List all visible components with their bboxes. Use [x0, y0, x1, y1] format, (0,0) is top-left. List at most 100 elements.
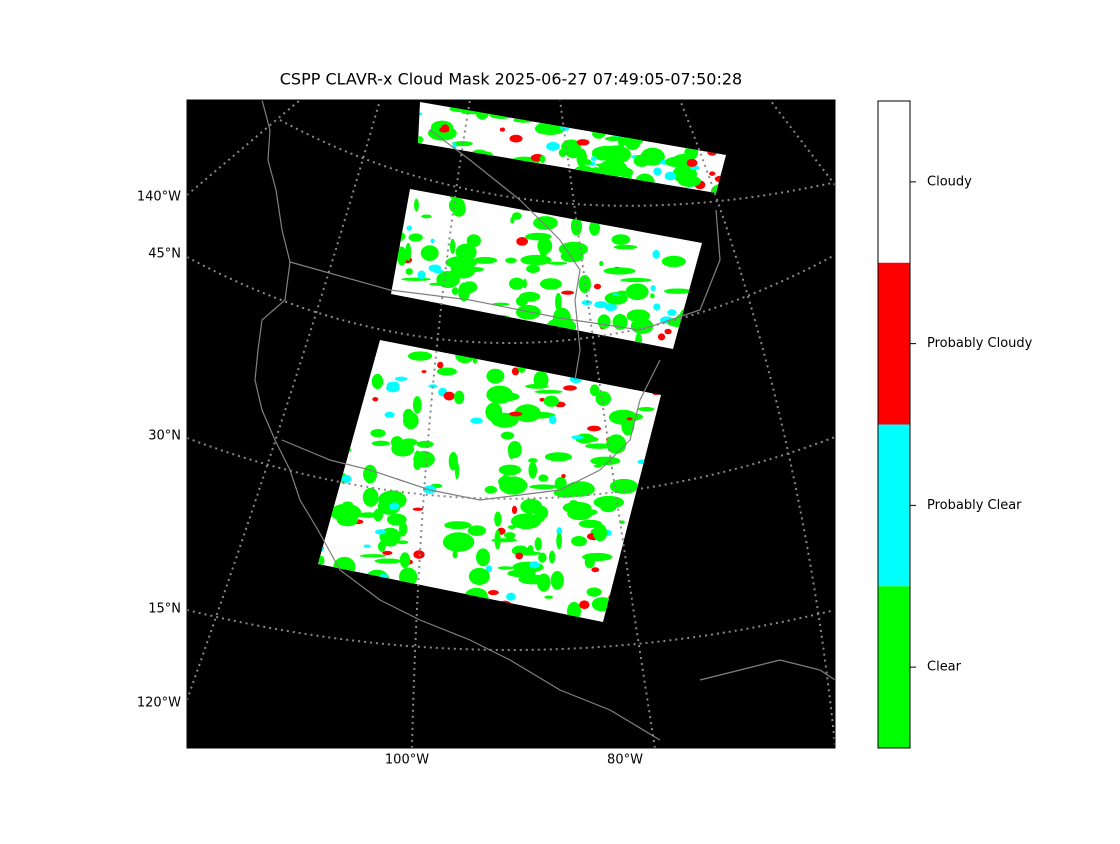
- cloud-pixel: [604, 136, 622, 142]
- cloud-pixel: [448, 395, 454, 399]
- cloud-pixel: [443, 391, 455, 401]
- cloud-pixel: [437, 361, 444, 369]
- cloud-pixel: [515, 552, 524, 560]
- cloud-pixel: [451, 287, 459, 295]
- cloud-pixel: [399, 552, 411, 568]
- cloud-pixel: [539, 397, 545, 402]
- cloud-pixel: [528, 458, 538, 463]
- cloud-pixel: [556, 527, 563, 536]
- cloud-pixel: [417, 270, 426, 280]
- cloud-pixel: [506, 592, 516, 601]
- cloud-pixel: [418, 136, 424, 144]
- colorbar-segment: [878, 262, 910, 425]
- swath: [391, 189, 702, 349]
- cloud-pixel: [441, 124, 450, 132]
- cloud-pixel: [498, 464, 522, 476]
- cloud-pixel: [514, 404, 541, 423]
- title: CSPP CLAVR-x Cloud Mask 2025-06-27 07:49…: [280, 70, 742, 89]
- cloud-pixel: [569, 500, 578, 504]
- cloud-pixel: [430, 238, 435, 244]
- cloud-pixel: [488, 391, 520, 402]
- cloud-pixel: [509, 134, 523, 143]
- cloud-pixel: [657, 333, 666, 341]
- cloud-pixel: [561, 290, 575, 295]
- cloud-pixel: [408, 233, 423, 242]
- cloud-pixel: [599, 261, 604, 267]
- cloud-pixel: [374, 558, 402, 564]
- cloud-pixel: [591, 147, 614, 161]
- cloud-pixel: [429, 282, 451, 286]
- cloud-pixel: [497, 566, 514, 570]
- cloud-pixel: [552, 307, 571, 328]
- cloud-pixel: [406, 225, 413, 231]
- cloud-pixel: [563, 142, 568, 155]
- cloud-pixel: [382, 550, 393, 556]
- cloud-pixel: [538, 552, 547, 563]
- cloud-pixel: [595, 391, 612, 407]
- colorbar-segment: [878, 101, 910, 263]
- cloud-pixel: [544, 595, 554, 599]
- cloud-pixel: [664, 328, 672, 335]
- cloud-pixel: [637, 406, 655, 412]
- cloud-pixel: [625, 283, 649, 301]
- colorbar-segment: [878, 586, 910, 748]
- cloud-pixel: [556, 532, 563, 550]
- cloud-pixel: [416, 440, 434, 448]
- cloud-pixel: [509, 411, 523, 417]
- cloud-pixel: [405, 242, 412, 261]
- cloud-pixel: [538, 474, 549, 482]
- cloud-pixel: [544, 452, 573, 462]
- cloud-pixel: [486, 368, 505, 384]
- cloud-pixel: [626, 309, 651, 323]
- colorbar-label: Probably Cloudy: [927, 336, 1033, 351]
- cloud-pixel: [529, 484, 559, 490]
- cloud-pixel: [525, 232, 552, 241]
- cloud-pixel: [595, 163, 619, 167]
- cloud-pixel: [428, 264, 442, 272]
- cloud-pixel: [468, 567, 490, 586]
- cloud-pixel: [503, 532, 516, 539]
- cloud-pixel: [593, 523, 608, 542]
- cloud-pixel: [565, 144, 582, 159]
- cloud-pixel: [403, 411, 419, 430]
- cloud-pixel: [390, 436, 404, 449]
- swath: [318, 340, 661, 622]
- cloud-pixel: [371, 373, 384, 390]
- graticule-label: 45°N: [148, 247, 181, 262]
- cloud-pixel: [663, 288, 692, 294]
- graticule-label: 30°N: [148, 429, 181, 444]
- cloud-pixel: [407, 351, 433, 361]
- cloud-pixel: [371, 440, 390, 447]
- cloud-pixel: [449, 238, 456, 255]
- cloud-pixel: [558, 241, 589, 257]
- cloud-pixel: [616, 290, 629, 296]
- cloud-pixel: [582, 552, 613, 562]
- cloud-pixel: [543, 395, 559, 407]
- cloud-pixel: [539, 278, 562, 290]
- cloud-pixel: [473, 256, 498, 264]
- cloud-pixel: [383, 540, 397, 547]
- graticule-label: 80°W: [607, 753, 643, 768]
- cloud-pixel: [511, 367, 520, 376]
- cloud-pixel: [620, 278, 652, 283]
- cloud-pixel: [507, 525, 516, 530]
- cloud-pixel: [579, 600, 590, 610]
- cloud-pixel: [591, 567, 600, 573]
- cloud-pixel: [394, 376, 408, 382]
- colorbar-label: Cloudy: [927, 174, 972, 189]
- cloud-pixel: [571, 536, 587, 547]
- colorbar-label: Clear: [927, 660, 962, 675]
- cloud-pixel: [467, 525, 486, 536]
- cloud-pixel: [401, 277, 432, 281]
- cloud-pixel: [581, 300, 593, 306]
- cloud-pixel: [511, 505, 518, 515]
- cloud-pixel: [504, 479, 522, 488]
- cloud-pixel: [593, 495, 625, 509]
- cloud-pixel: [384, 411, 395, 418]
- graticule-label: 100°W: [385, 753, 429, 768]
- cloud-pixel: [678, 175, 702, 187]
- cloud-pixel: [548, 550, 556, 564]
- cloud-pixel: [533, 216, 558, 230]
- cloud-pixel: [594, 301, 608, 309]
